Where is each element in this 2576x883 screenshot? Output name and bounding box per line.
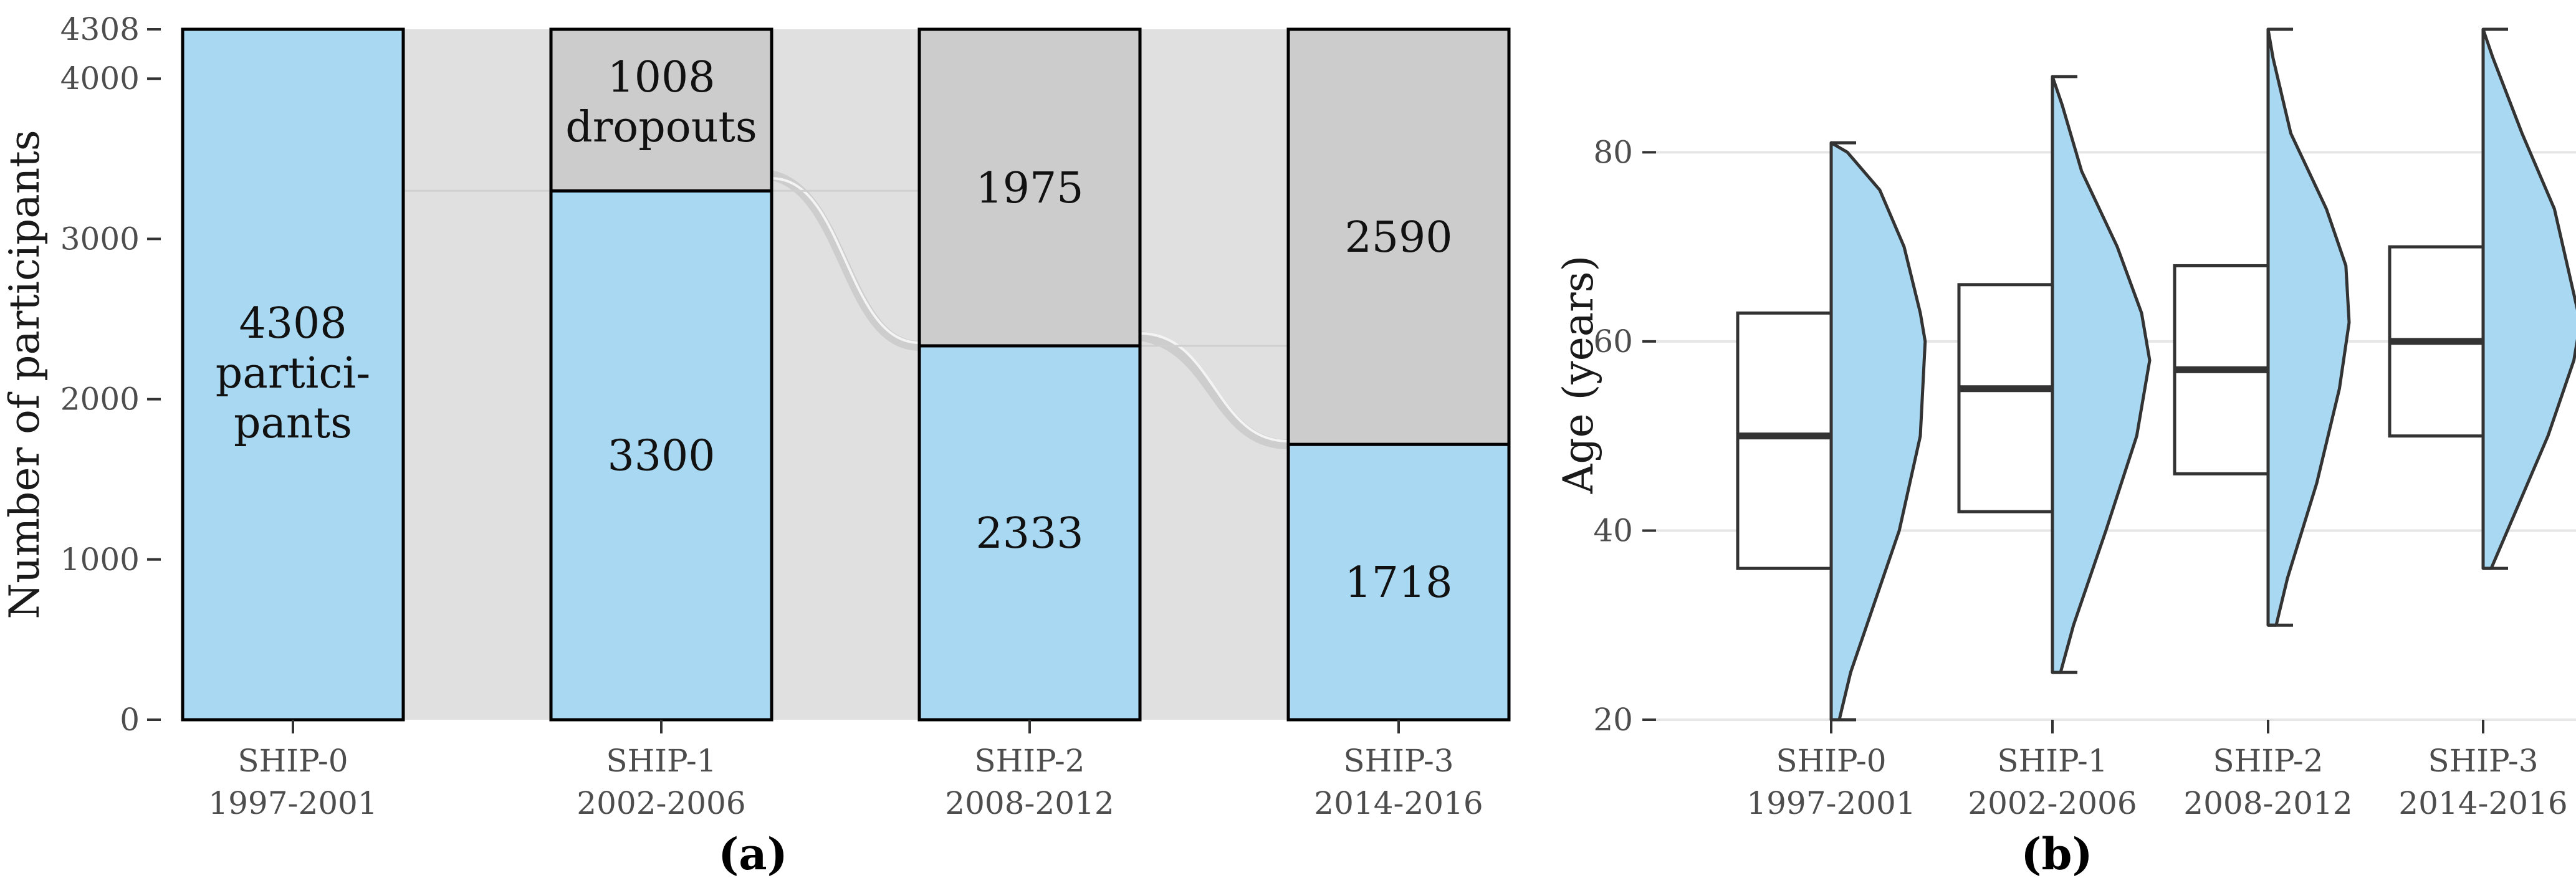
panel-label-a: (a) [718, 828, 788, 880]
x-tick-label: SHIP-3 [1343, 743, 1453, 779]
y-tick-label: 40 [1593, 512, 1633, 548]
box [1736, 311, 1833, 570]
y-tick-label: 0 [120, 702, 140, 738]
y-tick-label: 2000 [60, 381, 140, 418]
y-tick-label: 60 [1593, 323, 1633, 360]
violin-half [1829, 141, 1927, 722]
panel-a-alluvial-chart: 4308partici-pants1008dropouts33002333171… [1, 11, 1511, 880]
x-tick-label: 1997-2001 [208, 785, 377, 821]
bar-participants [1286, 442, 1511, 722]
box-violin-layer [1736, 27, 2576, 722]
bar-dropouts [549, 27, 773, 193]
bar-label: pants [234, 399, 352, 448]
bar-dropouts [917, 27, 1142, 348]
bar-participants [917, 344, 1142, 722]
x-tick-label: SHIP-2 [2213, 743, 2323, 779]
bar-label: 1975 [975, 164, 1083, 213]
y-axis-a: 0 1000 2000 3000 4000 4308 [60, 11, 161, 738]
bar-label: 1008 [607, 53, 715, 102]
x-tick-label: SHIP-0 [237, 743, 348, 779]
bar-label: partici- [216, 349, 370, 398]
flow-band [772, 29, 919, 720]
x-axis-a: SHIP-0 1997-2001 SHIP-1 2002-2006 SHIP-2 2008… [208, 720, 1483, 821]
y-axis-b: 20 40 60 80 [1593, 134, 1656, 738]
x-tick-label: SHIP-0 [1776, 743, 1886, 779]
x-tick-label: 1997-2001 [1746, 785, 1915, 821]
x-tick-label: SHIP-1 [1997, 743, 2107, 779]
flows-layer [403, 29, 1289, 720]
panel-label-b: (b) [2021, 828, 2092, 880]
flow-curve [770, 170, 920, 351]
y-tick-label: 4000 [60, 60, 140, 97]
y-axis-title-a: Number of participants [1, 130, 49, 619]
bar-label: 2590 [1344, 213, 1452, 262]
x-tick-label: SHIP-2 [974, 743, 1085, 779]
y-axis-title-b: Age (years) [1554, 255, 1602, 495]
y-tick-label: 80 [1593, 134, 1633, 170]
x-tick-label: 2008-2012 [2183, 785, 2352, 821]
flow-curve-edge [1139, 332, 1289, 443]
x-tick-label: SHIP-3 [2428, 743, 2538, 779]
flow-curve [1139, 331, 1289, 450]
violin-half [2051, 75, 2152, 674]
violin-half [2481, 27, 2576, 570]
y-tick-label: 3000 [60, 221, 140, 257]
x-axis-b: SHIP-0 1997-2001 SHIP-1 2002-2006 SHIP-2 2008… [1746, 720, 2568, 821]
box [1957, 283, 2054, 513]
y-tick-label: 20 [1593, 702, 1633, 738]
y-tick-label: 4308 [60, 11, 140, 47]
flow-curve-edge [771, 177, 920, 344]
bar-label: dropouts [565, 103, 757, 152]
x-tick-label: SHIP-1 [606, 743, 716, 779]
bar-label: 1718 [1344, 558, 1452, 608]
bar-label: 3300 [607, 432, 715, 481]
x-tick-label: 2008-2012 [945, 785, 1114, 821]
bar-participants [549, 189, 773, 722]
flow-band [1140, 29, 1288, 720]
bar-label: 2333 [975, 509, 1083, 558]
bar-dropouts [1286, 27, 1511, 446]
x-tick-label: 2002-2006 [577, 785, 745, 821]
x-tick-label: 2002-2006 [1968, 785, 2137, 821]
y-tick-label: 1000 [60, 542, 140, 578]
bar-label: 4308 [239, 299, 347, 348]
x-tick-label: 2014-2016 [1314, 785, 1483, 821]
x-tick-label: 2014-2016 [2398, 785, 2567, 821]
violin-half [2266, 27, 2351, 627]
flow-band [403, 29, 551, 720]
